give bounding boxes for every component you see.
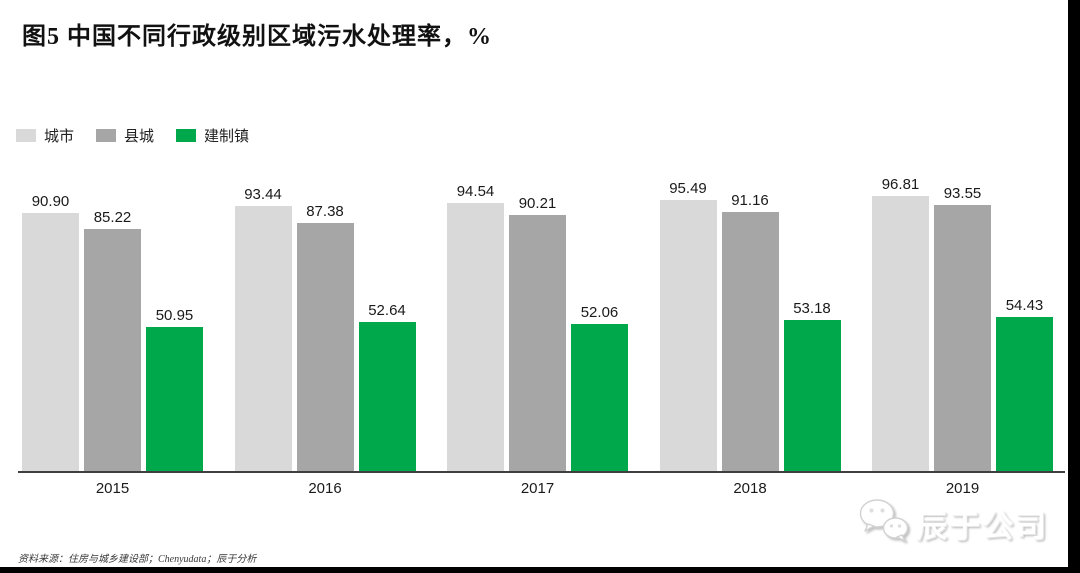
brand-logo-text: 辰于公司 [916, 509, 1048, 544]
legend-item-county: 县城 [96, 125, 154, 146]
bar-groups: 90.90 85.22 50.95 93.44 87.38 52.64 94.54 90.21… [22, 176, 1053, 472]
bar-county-2018 [721, 212, 779, 472]
bar-cell-city-2018: 95.49 [659, 179, 717, 472]
bar-cell-town-2015: 50.95 [146, 307, 203, 472]
x-axis-label-2017: 2017 [520, 480, 555, 497]
x-axis-label-2018: 2018 [733, 480, 767, 497]
bar-town-2019 [996, 316, 1053, 472]
bar-group-2018: 95.49 91.16 53.18 [659, 179, 841, 472]
chart-legend: 城市 县城 建制镇 [16, 125, 249, 146]
bar-value-label: 52.06 [580, 303, 619, 321]
x-axis-label-2019: 2019 [945, 480, 980, 497]
bar-county-2015 [84, 229, 141, 472]
bar-cell-city-2017: 94.54 [447, 183, 504, 472]
bar-city-2018 [659, 199, 717, 472]
bar-cell-town-2018: 53.18 [783, 300, 841, 472]
bar-city-2017 [447, 202, 504, 472]
chart-title: 图5 中国不同行政级别区域污水处理率，% [22, 24, 492, 50]
bar-value-label: 93.55 [943, 185, 982, 203]
bar-value-label: 52.64 [368, 301, 406, 319]
bar-value-label: 53.18 [793, 300, 831, 318]
bar-town-2016 [358, 321, 416, 472]
bar-cell-city-2015: 90.90 [22, 193, 79, 472]
bar-cell-town-2019: 54.43 [996, 297, 1053, 472]
bar-county-2016 [296, 222, 354, 472]
legend-item-city: 城市 [16, 125, 74, 146]
bar-town-2018 [783, 320, 841, 472]
x-axis-label-2016: 2016 [308, 480, 342, 497]
screen-edge-bottom [0, 567, 1080, 573]
bar-group-2019: 96.81 93.55 54.43 [872, 176, 1053, 472]
x-axis-label-2015: 2015 [95, 480, 130, 497]
bar-cell-town-2017: 52.06 [571, 304, 628, 472]
bar-county-2019 [934, 205, 991, 472]
bar-cell-county-2015: 85.22 [84, 209, 141, 472]
bar-value-label: 91.16 [731, 192, 769, 210]
bar-town-2015 [146, 326, 203, 472]
bar-group-2017: 94.54 90.21 52.06 [447, 183, 628, 472]
bar-cell-county-2019: 93.55 [934, 185, 991, 472]
wechat-icon [858, 498, 910, 549]
x-axis-line [18, 471, 1065, 473]
bar-city-2016 [234, 205, 292, 472]
bar-county-2017 [509, 214, 566, 472]
bar-cell-city-2019: 96.81 [872, 176, 929, 472]
bar-city-2015 [22, 212, 79, 472]
source-note: 资料来源：住房与城乡建设部；Chenyudata；辰于分析 [18, 554, 257, 565]
x-axis-labels: 2015 2016 2017 2018 2019 [22, 480, 1053, 497]
bar-value-label: 96.81 [881, 176, 920, 194]
bar-cell-county-2017: 90.21 [509, 195, 566, 472]
bar-value-label: 85.22 [93, 209, 132, 227]
legend-swatch-city [16, 129, 36, 142]
bar-value-label: 95.49 [669, 179, 707, 197]
bar-cell-county-2016: 87.38 [296, 202, 354, 472]
bar-cell-county-2018: 91.16 [721, 192, 779, 472]
legend-label: 建制镇 [204, 129, 250, 145]
bar-town-2017 [571, 323, 628, 472]
bar-value-label: 54.43 [1005, 296, 1044, 314]
legend-label: 县城 [124, 129, 155, 145]
bar-value-label: 50.95 [155, 306, 194, 324]
legend-label: 城市 [44, 129, 75, 145]
bar-group-2015: 90.90 85.22 50.95 [22, 193, 203, 472]
bar-value-label: 87.38 [306, 202, 344, 220]
bar-group-2016: 93.44 87.38 52.64 [234, 185, 416, 472]
screen-edge-right [1068, 0, 1080, 573]
legend-swatch-town [176, 129, 197, 142]
brand-watermark: 辰于公司 [858, 498, 1048, 549]
bar-cell-town-2016: 52.64 [358, 301, 416, 472]
bar-value-label: 93.44 [244, 185, 282, 203]
bar-city-2019 [872, 196, 929, 472]
bar-cell-city-2016: 93.44 [234, 185, 292, 472]
bar-value-label: 90.21 [518, 194, 557, 212]
bar-value-label: 90.90 [31, 192, 70, 210]
legend-swatch-county [96, 129, 117, 142]
bar-chart-plot: 90.90 85.22 50.95 93.44 87.38 52.64 94.54 90.21… [22, 176, 1053, 472]
legend-item-town: 建制镇 [176, 125, 249, 146]
bar-value-label: 94.54 [456, 182, 495, 200]
